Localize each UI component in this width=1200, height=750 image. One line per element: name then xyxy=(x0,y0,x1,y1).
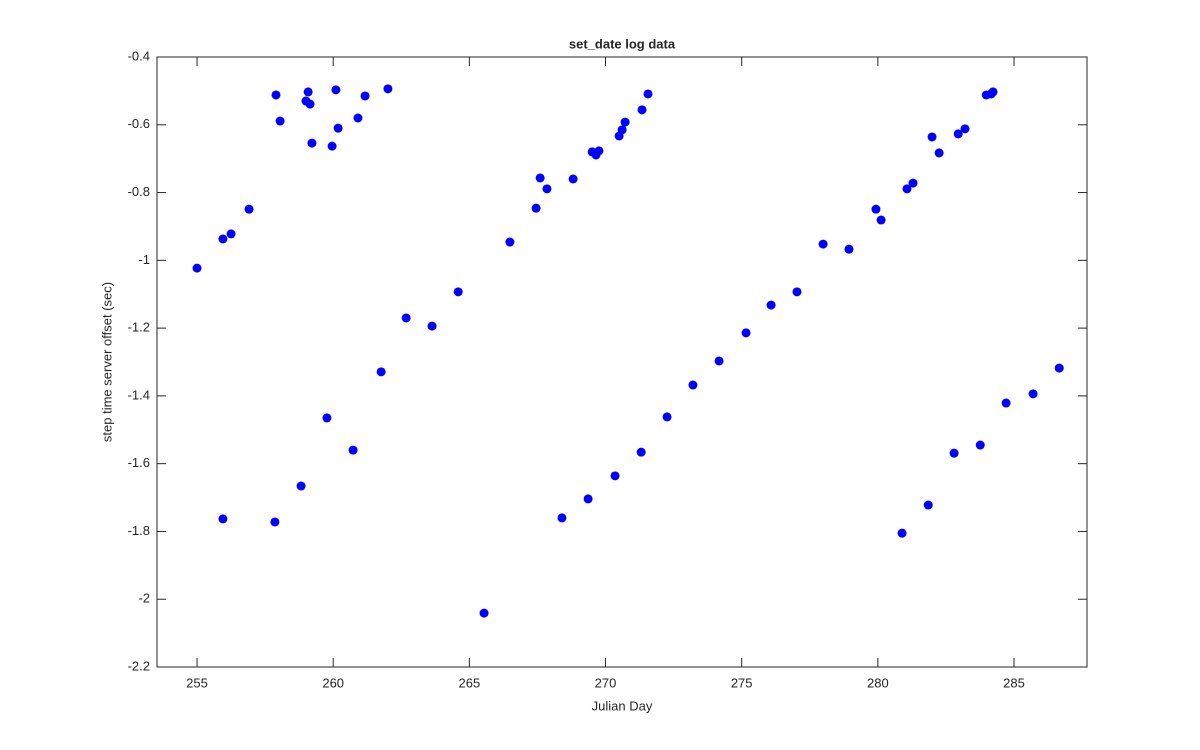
y-tick-label: -1.6 xyxy=(128,455,150,470)
x-tick-label: 260 xyxy=(322,675,344,690)
point xyxy=(348,445,358,455)
point xyxy=(953,129,963,139)
y-tick-label: -1.8 xyxy=(128,523,150,538)
plot-area xyxy=(156,56,1088,668)
point xyxy=(636,447,646,457)
point xyxy=(376,367,386,377)
y-tick-label: -0.6 xyxy=(128,116,150,131)
y-tick-label: -1 xyxy=(138,252,150,267)
point xyxy=(610,471,620,481)
point xyxy=(557,513,567,523)
point xyxy=(908,178,918,188)
point xyxy=(568,174,578,184)
point xyxy=(949,448,959,458)
point xyxy=(192,263,202,273)
point xyxy=(844,244,854,254)
point xyxy=(531,203,541,213)
x-tick-label: 270 xyxy=(595,675,617,690)
point xyxy=(244,204,254,214)
point xyxy=(1028,389,1038,399)
point xyxy=(322,413,332,423)
point xyxy=(275,116,285,126)
point xyxy=(218,514,228,524)
y-tick-label: -1.2 xyxy=(128,320,150,335)
y-tick-label: -1.4 xyxy=(128,387,150,402)
point xyxy=(331,85,341,95)
point xyxy=(226,229,236,239)
y-axis-label: step time server offset (sec) xyxy=(99,282,114,442)
point xyxy=(327,141,337,151)
point xyxy=(988,87,998,97)
point xyxy=(270,517,280,527)
point xyxy=(333,123,343,133)
point xyxy=(637,105,647,115)
point xyxy=(427,321,437,331)
point xyxy=(218,234,228,244)
x-axis-label: Julian Day xyxy=(592,698,653,713)
point xyxy=(871,204,881,214)
point xyxy=(505,237,515,247)
point xyxy=(688,380,698,390)
point xyxy=(662,412,672,422)
point xyxy=(583,494,593,504)
y-tick-label: -2 xyxy=(138,591,150,606)
x-tick-label: 265 xyxy=(459,675,481,690)
point xyxy=(792,287,802,297)
point xyxy=(594,146,604,156)
point xyxy=(620,117,630,127)
point xyxy=(271,90,281,100)
point xyxy=(535,173,545,183)
x-tick-label: 255 xyxy=(186,675,208,690)
point xyxy=(741,328,751,338)
point xyxy=(643,89,653,99)
x-tick-label: 280 xyxy=(867,675,889,690)
point xyxy=(383,84,393,94)
y-tick-label: -0.8 xyxy=(128,184,150,199)
point xyxy=(305,99,315,109)
point xyxy=(307,138,317,148)
point xyxy=(766,300,776,310)
point xyxy=(960,124,970,134)
x-tick-label: 275 xyxy=(731,675,753,690)
point xyxy=(453,287,463,297)
y-tick-label: -2.2 xyxy=(128,658,150,673)
point xyxy=(818,239,828,249)
x-tick-label: 285 xyxy=(1003,675,1025,690)
point xyxy=(923,500,933,510)
point xyxy=(1054,363,1064,373)
point xyxy=(1001,398,1011,408)
point xyxy=(975,440,985,450)
point xyxy=(303,87,313,97)
point xyxy=(934,148,944,158)
point xyxy=(617,125,627,135)
point xyxy=(542,184,552,194)
point xyxy=(401,313,411,323)
point xyxy=(360,91,370,101)
point xyxy=(714,356,724,366)
chart-title: set_date log data xyxy=(569,36,676,51)
y-tick-label: -0.4 xyxy=(128,48,150,63)
point xyxy=(897,528,907,538)
point xyxy=(296,481,306,491)
point xyxy=(927,132,937,142)
point xyxy=(479,608,489,618)
point xyxy=(876,215,886,225)
point xyxy=(353,113,363,123)
point xyxy=(902,184,912,194)
